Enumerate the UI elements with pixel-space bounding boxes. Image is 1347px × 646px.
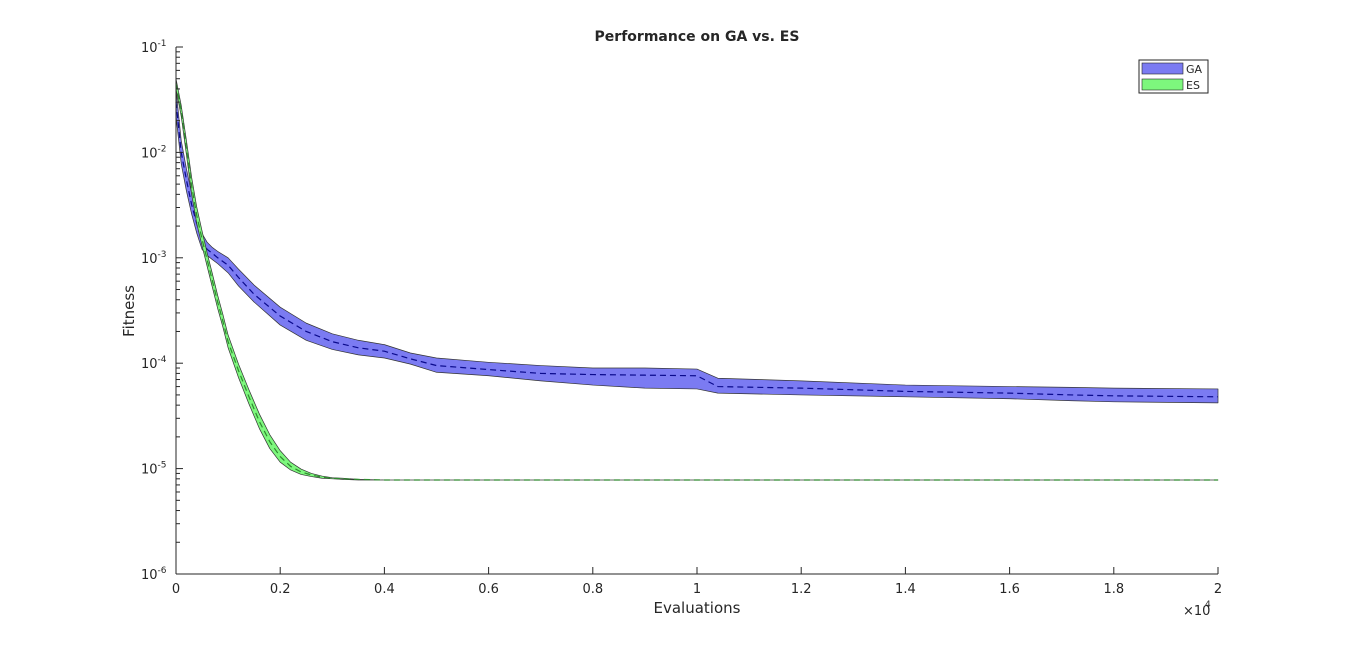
x-multiplier-exponent: 4 <box>1205 600 1211 610</box>
x-tick-label: 0.6 <box>478 582 499 597</box>
x-multiplier: ×10 <box>1183 604 1210 619</box>
x-tick-label: 2 <box>1214 582 1222 597</box>
plot-area <box>176 47 1218 574</box>
legend: GA ES <box>1138 59 1209 94</box>
y-ticks: 10-6 10-5 10-4 10-3 10-2 10-1 <box>141 39 183 583</box>
x-ticks: 0 0.2 0.4 0.6 0.8 1 1.2 1.4 1.6 1.8 2 <box>172 567 1222 597</box>
x-tick-label: 1.4 <box>895 582 916 597</box>
x-tick-label: 1.6 <box>999 582 1020 597</box>
y-tick-label: 10-3 <box>141 250 167 267</box>
y-tick-label: 10-5 <box>141 461 167 478</box>
x-tick-label: 0.4 <box>374 582 395 597</box>
x-tick-label: 0.8 <box>582 582 603 597</box>
x-axis-label: Evaluations <box>654 599 741 617</box>
series-layer <box>175 78 1219 481</box>
legend-label-es: ES <box>1186 79 1200 92</box>
y-tick-label: 10-1 <box>141 39 167 56</box>
chart-title: Performance on GA vs. ES <box>595 29 800 45</box>
legend-label-ga: GA <box>1186 63 1203 76</box>
series-mean-line-es <box>175 83 1218 481</box>
y-tick-label: 10-2 <box>141 144 167 161</box>
x-tick-label: 0.2 <box>270 582 291 597</box>
series-band-ga <box>175 88 1219 404</box>
y-axis-label: Fitness <box>120 285 138 337</box>
x-tick-label: 1.2 <box>791 582 812 597</box>
legend-swatch-es <box>1141 78 1184 91</box>
x-tick-label: 1.8 <box>1103 582 1124 597</box>
legend-swatch-ga <box>1141 62 1184 75</box>
x-tick-label: 0 <box>172 582 180 597</box>
y-tick-label: 10-4 <box>141 355 167 372</box>
y-tick-label: 10-6 <box>141 566 167 583</box>
x-tick-label: 1 <box>693 582 701 597</box>
